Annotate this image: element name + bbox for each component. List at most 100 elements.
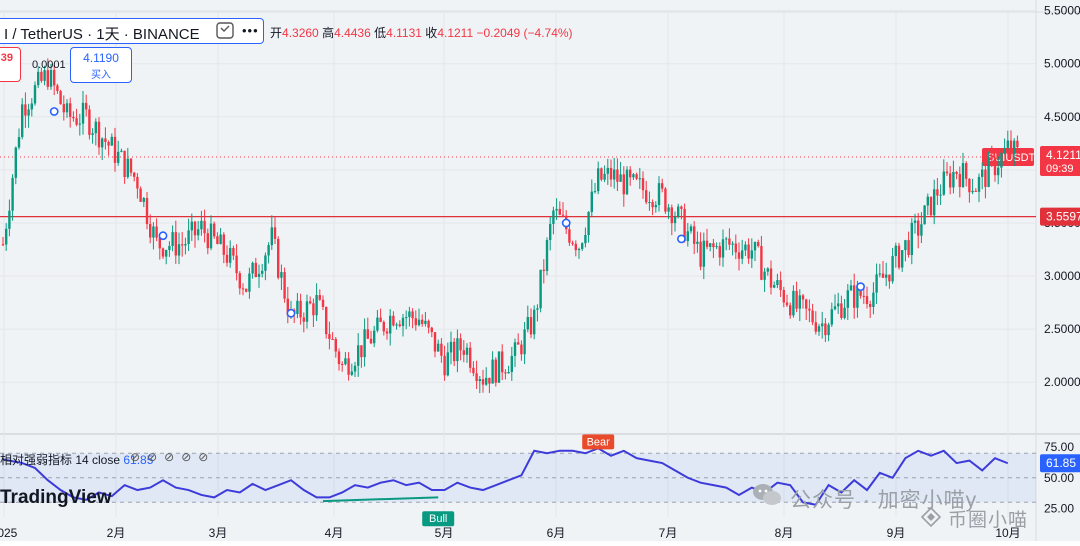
- candle-body: [376, 317, 379, 331]
- candle-body: [14, 147, 17, 178]
- candle-body: [949, 173, 952, 188]
- candle-body: [929, 196, 933, 216]
- high-label: 高: [322, 26, 335, 40]
- candle-body: [878, 273, 881, 275]
- hidden-eye-icon[interactable]: ⊘: [147, 450, 165, 464]
- sell-button[interactable]: 39: [0, 47, 21, 82]
- toggle-icon[interactable]: [216, 22, 234, 39]
- candle-body: [779, 280, 782, 291]
- candle-body: [485, 377, 488, 385]
- wechat-icon: [753, 484, 781, 505]
- candle-body: [1000, 152, 1003, 168]
- candle-body: [984, 169, 987, 187]
- rsi-legend-icons[interactable]: ⊘⊘⊘⊘⊘: [130, 450, 215, 464]
- candle-body: [446, 352, 449, 376]
- hidden-eye-icon[interactable]: ⊘: [181, 450, 199, 464]
- candle-body: [398, 324, 401, 327]
- candle-body: [603, 173, 606, 180]
- candle-body: [449, 341, 453, 353]
- price-tick-label: 2.5000: [1044, 322, 1080, 336]
- candle-body: [497, 351, 501, 383]
- candle-body: [683, 208, 686, 242]
- hidden-eye-icon[interactable]: ⊘: [130, 450, 148, 464]
- hidden-eye-icon[interactable]: ⊘: [164, 450, 182, 464]
- candle-body: [846, 290, 849, 308]
- candle-body: [814, 322, 817, 332]
- candle-body: [379, 317, 382, 322]
- candle-body: [881, 273, 885, 278]
- time-tick-label: 7月: [659, 526, 678, 540]
- candle-body: [75, 118, 78, 125]
- top-strip: [0, 0, 1036, 12]
- tradingview-logo[interactable]: TradingView: [0, 487, 112, 508]
- candle-body: [165, 250, 168, 257]
- candle-body: [654, 205, 657, 208]
- candle-body: [942, 171, 945, 195]
- candle-body: [974, 190, 977, 192]
- candle-body: [136, 176, 139, 189]
- symbol-title[interactable]: I / TetherUS · 1天 · BINANCE: [4, 26, 200, 43]
- candle-body: [718, 246, 721, 258]
- candle-body: [309, 301, 312, 304]
- candle-body: [520, 344, 523, 355]
- candle-body: [696, 241, 699, 244]
- candle-body: [990, 157, 993, 159]
- candle-body: [987, 157, 990, 187]
- change-value: −0.2049 (−4.74%): [476, 26, 573, 40]
- candle-body: [808, 308, 811, 311]
- candle-body: [811, 310, 814, 323]
- candle-body: [757, 241, 760, 247]
- candle-body: [488, 377, 491, 384]
- binance-icon: [920, 506, 942, 528]
- candle-body: [821, 323, 824, 327]
- candle-body: [849, 285, 853, 291]
- candle-body: [203, 220, 206, 234]
- candle-body: [667, 207, 670, 212]
- candle-body: [795, 290, 798, 309]
- candle-body: [101, 138, 104, 148]
- candle-body: [270, 227, 273, 246]
- candle-body: [709, 243, 712, 247]
- candle-body: [587, 212, 590, 236]
- candle-body: [443, 355, 446, 376]
- rsi-legend[interactable]: 相对强弱指标 14 close 61.85: [0, 451, 153, 468]
- candle-body: [648, 202, 651, 204]
- candle-body: [581, 243, 584, 249]
- level-price-label: 3.5597: [1046, 210, 1080, 224]
- symbol-header[interactable]: I / TetherUS · 1天 · BINANCE •••: [0, 18, 264, 44]
- candle-body: [801, 295, 805, 300]
- candle-body: [792, 290, 795, 316]
- candle-body: [577, 248, 581, 251]
- candle-body: [613, 169, 616, 180]
- candle-body: [65, 103, 69, 113]
- more-dots-icon[interactable]: •••: [242, 23, 259, 38]
- candle-body: [414, 318, 417, 326]
- candle-body: [382, 321, 385, 332]
- candle-body: [235, 255, 238, 274]
- candle-body: [910, 222, 913, 256]
- buy-button[interactable]: 4.1190 买入: [70, 47, 132, 83]
- signal-marker: [856, 282, 865, 292]
- candle-body: [869, 304, 872, 307]
- candle-body: [766, 268, 769, 272]
- candle-body: [91, 133, 94, 135]
- candle-body: [177, 244, 181, 256]
- candle-body: [264, 255, 267, 271]
- sell-price: 39: [0, 52, 13, 64]
- candle-body: [907, 240, 910, 256]
- candle-body: [657, 183, 661, 206]
- candle-body: [494, 359, 497, 383]
- candle-body: [571, 242, 574, 244]
- candle-body: [798, 295, 801, 309]
- hidden-eye-icon[interactable]: ⊘: [198, 450, 216, 464]
- candle-body: [680, 206, 683, 209]
- countdown-label: 09:39: [1046, 163, 1074, 175]
- candle-body: [238, 273, 241, 289]
- candle-body: [72, 116, 75, 119]
- candle-body: [568, 229, 571, 243]
- candle-body: [753, 241, 757, 251]
- candle-body: [257, 273, 261, 277]
- candle-body: [149, 223, 152, 238]
